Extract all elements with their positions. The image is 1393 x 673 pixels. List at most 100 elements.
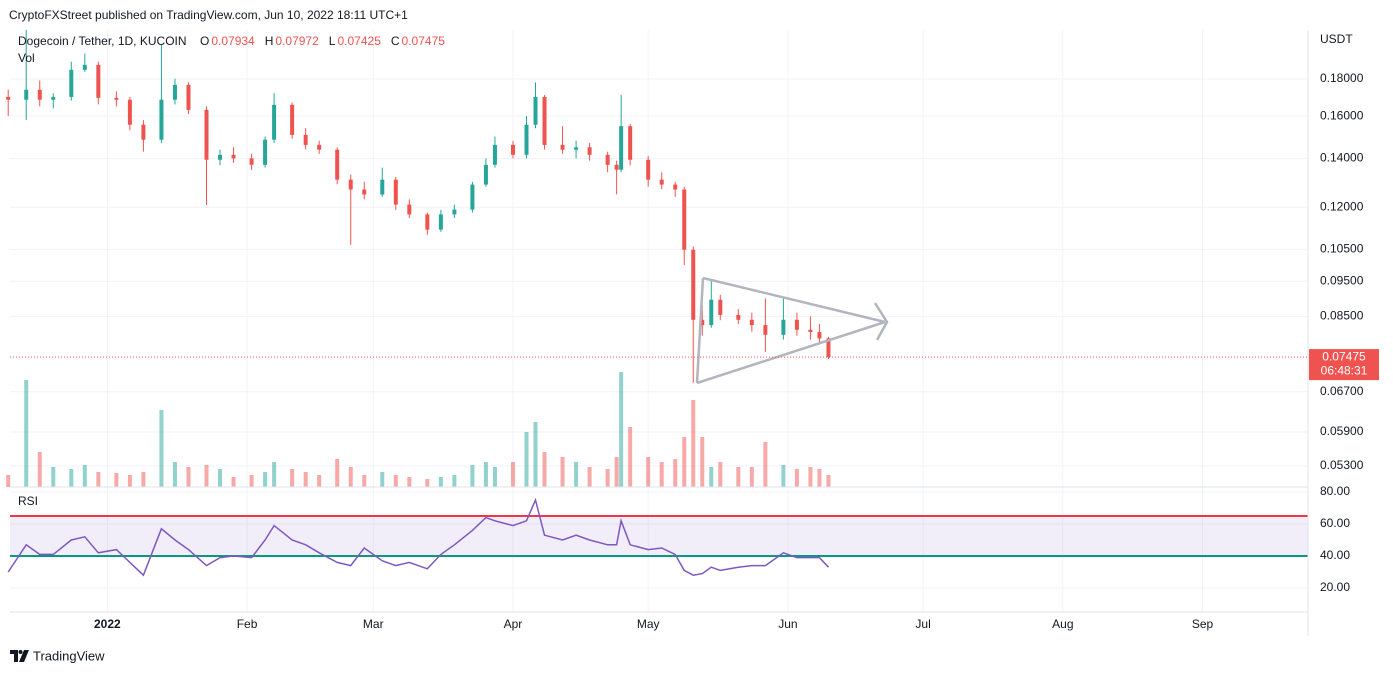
volume-bar [231,477,236,487]
volume-bar [691,400,696,487]
candle-body [127,99,132,125]
candle-body [682,189,687,250]
candle-body [605,154,610,165]
candle-body [114,97,119,100]
candle-body [691,249,696,320]
x-tick-label: Jul [915,617,930,631]
candle-body [218,154,223,160]
volume-bar [605,469,610,487]
candle-body [159,99,164,140]
volume-bar [51,467,56,487]
rsi-tick-label: 20.00 [1320,580,1350,594]
volume-bar [362,475,367,487]
triangle-drawing [695,276,889,385]
countdown-label: 06:48:31 [1321,363,1368,377]
volume-bar [290,469,295,487]
volume-bar [659,462,664,487]
y-tick-label: 0.09500 [1320,273,1364,287]
candle-body [781,319,786,335]
volume-bar [749,467,754,487]
candle-body [303,134,308,145]
volume-bar [470,465,475,487]
volume-bar [524,432,529,487]
volume-label: Vol [18,51,35,65]
candle-body [492,144,497,165]
candle-body [700,319,705,326]
ohlc-value: 0.07934 [211,34,255,48]
volume-bar [127,475,132,487]
candle-body [69,69,74,97]
candle-body [470,184,475,210]
volume-bar [393,475,398,487]
y-tick-label: 0.05300 [1320,458,1364,472]
volume-bar [587,467,592,487]
volume-bar [808,467,813,487]
volume-bar [510,462,515,487]
candle-body [614,164,619,170]
grid [10,30,1308,612]
volume-bar [700,437,705,487]
volume-bar [682,437,687,487]
candle-body [272,104,277,140]
volume-bar [736,467,741,487]
rsi-line [7,497,830,577]
y-tick-label: 0.10500 [1320,242,1364,256]
volume-bar [24,380,29,487]
candle-body [794,319,799,330]
candle-body [407,204,412,215]
candle-body [317,144,322,150]
volume-bar [303,472,308,487]
volume-bar [204,465,209,487]
last-price-label: 0.07475 [1322,349,1366,363]
candle-body [718,299,723,315]
candle-body [263,139,268,165]
candle-body [186,84,191,110]
publisher: CryptoFXStreet published on TradingView.… [9,8,408,22]
volume-bar [628,427,633,487]
candle-body [438,214,443,230]
candle-body [533,96,538,125]
volume-bar [141,472,146,487]
rsi-label: RSI [18,494,38,508]
candle-body [348,179,353,190]
candle-body [826,338,831,358]
candle-body [510,144,515,155]
ohlc-value: 0.07425 [337,34,381,48]
volume-bar [709,467,714,487]
volume-bar [37,452,42,487]
volume-bar [249,475,254,487]
x-tick-label: May [637,617,660,631]
x-tick-label: 2022 [94,617,121,631]
rsi-tick-label: 80.00 [1320,484,1350,498]
volume-bar [69,469,74,487]
candle-body [141,124,146,140]
tv-logo [10,650,29,662]
y-tick-label: 0.08500 [1320,309,1364,323]
rsi-tick-label: 60.00 [1320,516,1350,530]
candle-body [817,332,822,339]
volume-bar [560,457,565,487]
volume-bar [317,475,322,487]
volume-bar [407,477,412,487]
y-tick-label: 0.12000 [1320,199,1364,213]
candle-body [204,109,209,160]
volume-bar [673,459,678,487]
volume-bar [348,467,353,487]
candle-body [587,147,592,155]
x-tick-label: Feb [237,617,258,631]
candle-body [574,147,579,150]
candle-body [335,149,340,180]
x-tick-label: Apr [504,617,523,631]
candle-body [628,126,633,160]
volume-bar [425,479,430,487]
volume-bar [6,475,11,487]
volume-bar [781,465,786,487]
candle-body [763,325,768,335]
candle-body [749,319,754,326]
volume-bar [96,472,101,487]
volume-bar [438,477,443,487]
rsi-tick-label: 40.00 [1320,548,1350,562]
volume-bar [186,467,191,487]
volume-bar [218,469,223,487]
